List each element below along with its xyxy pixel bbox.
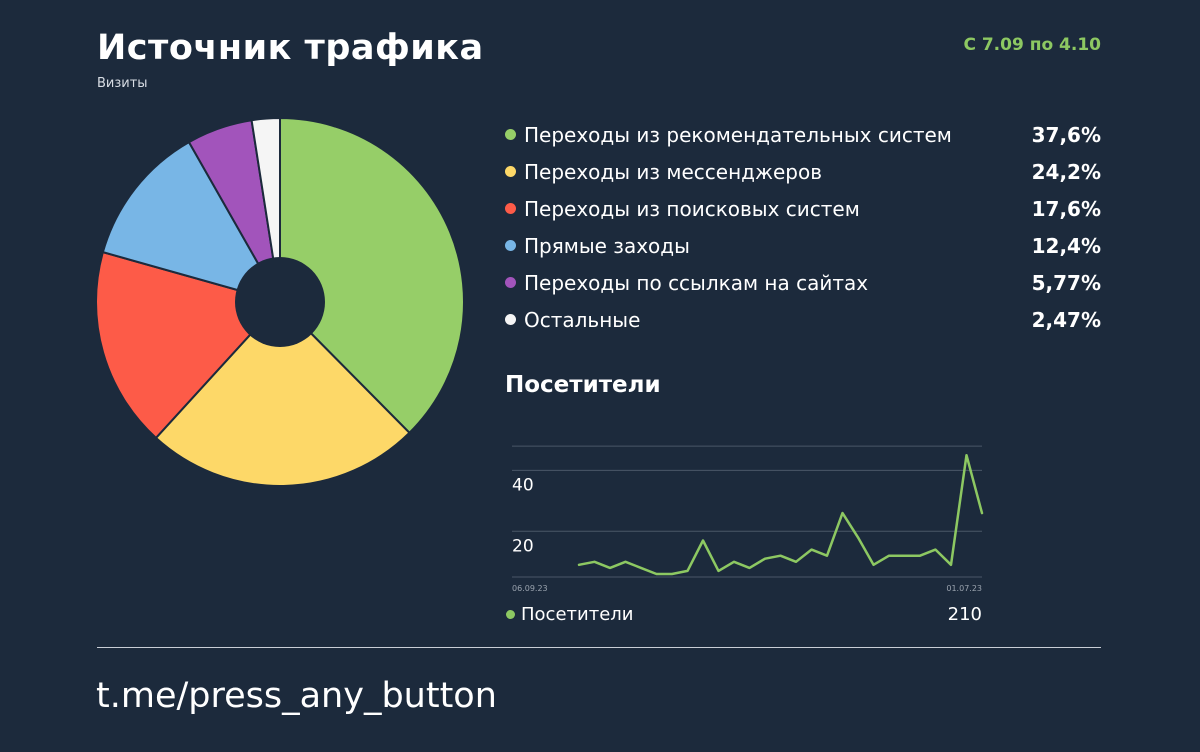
page-title: Источник трафика <box>97 28 484 68</box>
legend-value: 17,6% <box>1031 196 1101 221</box>
pie-slice <box>279 116 465 435</box>
legend-label: Переходы из мессенджеров <box>524 159 823 184</box>
visitors-total: 210 <box>947 604 982 625</box>
traffic-legend: Переходы из рекомендательных систем 37,6%… <box>505 116 1101 338</box>
traffic-pie-chart <box>95 116 465 487</box>
y-tick-label: 20 <box>512 536 534 556</box>
visitors-legend-dot <box>506 610 515 619</box>
legend-value: 2,47% <box>1031 307 1101 332</box>
legend-label: Переходы по ссылкам на сайтах <box>524 270 869 295</box>
legend-label: Переходы из рекомендательных систем <box>524 122 952 147</box>
pie-slice <box>250 116 281 303</box>
legend-dot <box>505 203 516 214</box>
legend-item: Остальные 2,47% <box>505 301 1101 338</box>
x-tick-label: 01.07.23 <box>946 584 982 592</box>
legend-dot <box>505 166 516 177</box>
x-tick-label: 06.09.23 <box>512 584 548 592</box>
visitors-legend: Посетители 210 <box>506 604 982 625</box>
visitors-series-line <box>577 453 984 576</box>
legend-item: Переходы из рекомендательных систем 37,6% <box>505 116 1101 153</box>
visitors-title: Посетители <box>505 372 661 398</box>
legend-label: Переходы из поисковых систем <box>524 196 860 221</box>
legend-dot <box>505 240 516 251</box>
footer-divider <box>97 647 1101 648</box>
pie-slice <box>95 250 282 440</box>
legend-value: 24,2% <box>1031 159 1101 184</box>
legend-value: 37,6% <box>1031 122 1101 147</box>
page-subtitle: Визиты <box>97 76 148 91</box>
legend-dot <box>505 129 516 140</box>
legend-value: 5,77% <box>1031 270 1101 295</box>
pie-slice <box>154 300 411 487</box>
visitors-line-chart: 20 40 06.09.23 01.07.23 <box>512 445 984 592</box>
legend-dot <box>505 277 516 288</box>
legend-item: Переходы из поисковых систем 17,6% <box>505 190 1101 227</box>
legend-label: Прямые заходы <box>524 233 690 258</box>
legend-item: Прямые заходы 12,4% <box>505 227 1101 264</box>
y-tick-label: 40 <box>512 475 534 495</box>
date-range: С 7.09 по 4.10 <box>963 35 1101 55</box>
legend-item: Переходы по ссылкам на сайтах 5,77% <box>505 264 1101 301</box>
legend-label: Остальные <box>524 307 641 332</box>
pie-center-hole <box>235 257 325 347</box>
visitors-legend-label: Посетители <box>521 604 634 625</box>
footer-link[interactable]: t.me/press_any_button <box>96 676 497 716</box>
pie-slice <box>101 140 283 304</box>
legend-value: 12,4% <box>1031 233 1101 258</box>
legend-dot <box>505 314 516 325</box>
legend-item: Переходы из мессенджеров 24,2% <box>505 153 1101 190</box>
